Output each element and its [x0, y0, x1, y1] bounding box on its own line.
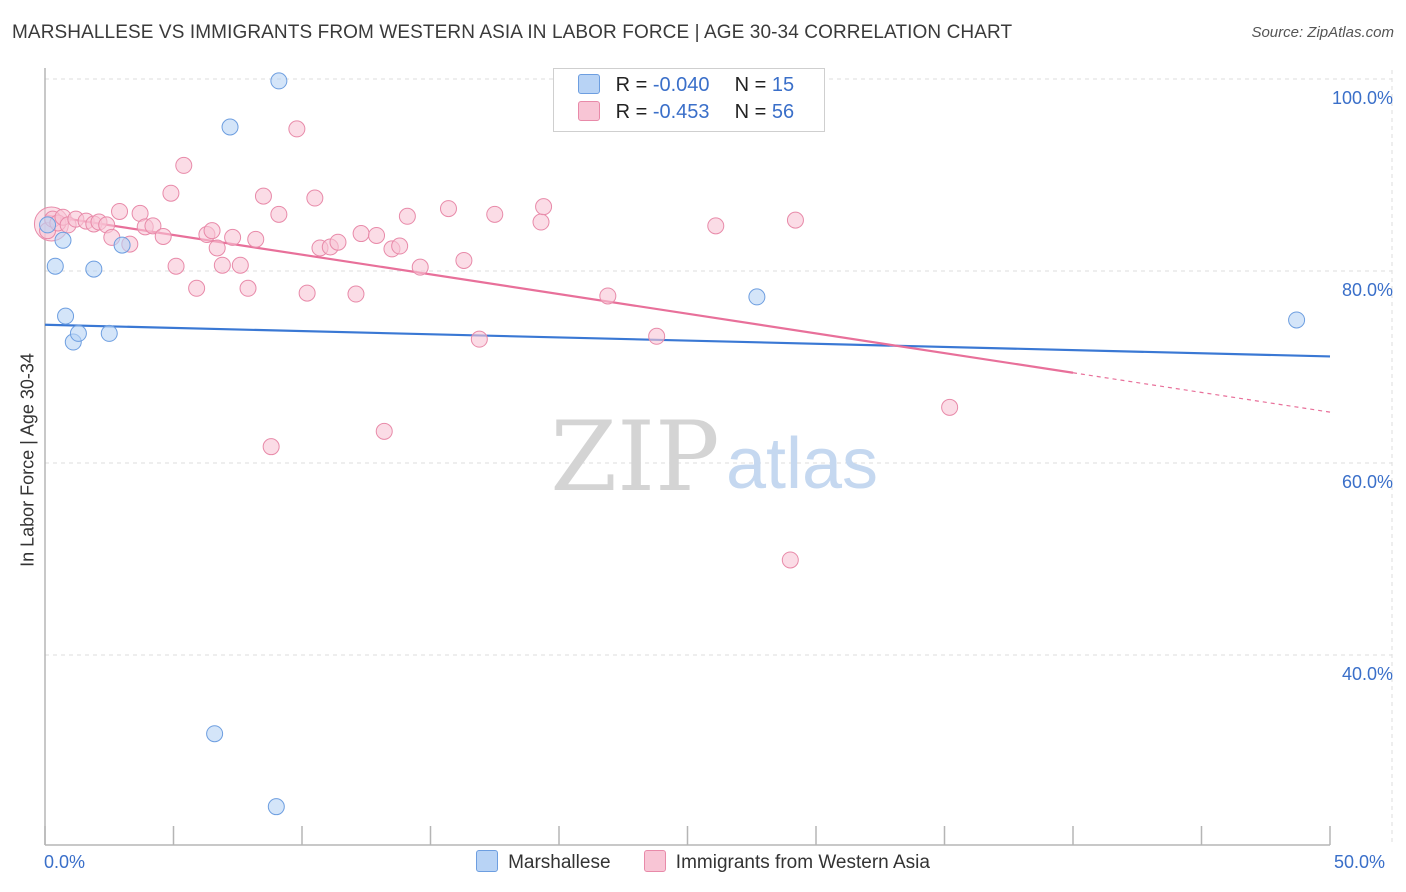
- legend-item-marshallese[interactable]: Marshallese: [476, 850, 611, 874]
- watermark-atlas: atlas: [726, 424, 878, 504]
- point-marshallese: [54, 231, 72, 249]
- legend-label-marshallese: Marshallese: [508, 852, 611, 873]
- point-western-asia: [188, 279, 206, 297]
- n-label: N =: [734, 101, 767, 123]
- point-western-asia: [239, 279, 257, 297]
- point-western-asia: [144, 217, 162, 235]
- point-western-asia: [375, 422, 393, 440]
- point-western-asia: [535, 198, 553, 216]
- marshallese-swatch: [476, 850, 499, 872]
- point-marshallese: [270, 72, 288, 90]
- r-value-western-asia: -0.453: [652, 101, 710, 123]
- point-western-asia: [352, 225, 370, 243]
- point-marshallese: [1288, 311, 1306, 329]
- point-marshallese: [57, 307, 75, 325]
- n-value-western-asia: 56: [771, 101, 795, 123]
- chart-title: MARSHALLESE VS IMMIGRANTS FROM WESTERN A…: [12, 22, 1013, 43]
- point-western-asia: [213, 256, 231, 274]
- y-tick-label: 80.0%: [1342, 280, 1393, 300]
- watermark-zip: ZIP: [550, 401, 719, 513]
- n-value-marshallese: 15: [771, 74, 795, 96]
- point-western-asia: [707, 217, 725, 235]
- point-western-asia: [455, 251, 473, 269]
- data-points: [33, 72, 1306, 816]
- x-tick-label-max: 50.0%: [1334, 852, 1386, 872]
- trend-line-marshallese: [44, 323, 1331, 358]
- series-legend: Marshallese Immigrants from Western Asia: [0, 850, 1406, 874]
- point-western-asia: [154, 227, 172, 245]
- point-marshallese: [267, 798, 285, 816]
- y-tick-label: 60.0%: [1342, 472, 1393, 492]
- point-marshallese: [39, 216, 57, 234]
- axes: [44, 68, 1331, 846]
- y-axis-label: In Labor Force | Age 30-34: [17, 353, 38, 567]
- point-marshallese: [113, 236, 131, 254]
- point-western-asia: [224, 228, 242, 246]
- x-tick-label-min: 0.0%: [44, 852, 86, 872]
- point-western-asia: [470, 330, 488, 348]
- r-label: R =: [615, 74, 648, 96]
- point-western-asia: [203, 222, 221, 240]
- source-label: Source: ZipAtlas.com: [1251, 24, 1394, 41]
- point-western-asia: [306, 189, 324, 207]
- trend-line-western-asia-extension: [1072, 372, 1331, 413]
- y-tick-labels: 100.0% 80.0% 60.0% 40.0%: [1332, 88, 1393, 684]
- point-marshallese: [85, 260, 103, 278]
- point-marshallese: [221, 118, 239, 136]
- point-marshallese: [69, 324, 87, 342]
- marshallese-swatch: [578, 74, 600, 94]
- point-western-asia: [648, 327, 666, 345]
- point-western-asia: [262, 438, 280, 456]
- point-western-asia: [411, 258, 429, 276]
- point-western-asia: [599, 287, 617, 305]
- point-western-asia: [532, 213, 550, 231]
- point-western-asia: [486, 205, 504, 223]
- legend-label-western-asia: Immigrants from Western Asia: [675, 852, 930, 873]
- point-western-asia: [162, 184, 180, 202]
- point-western-asia: [231, 256, 249, 274]
- y-tick-label: 100.0%: [1332, 88, 1393, 108]
- n-label: N =: [734, 74, 767, 96]
- point-western-asia: [254, 187, 272, 205]
- stats-legend: R = -0.040 N = 15 R = -0.453 N = 56: [553, 68, 825, 132]
- point-western-asia: [786, 211, 804, 229]
- point-western-asia: [391, 237, 409, 255]
- point-western-asia: [247, 230, 265, 248]
- point-marshallese: [46, 257, 64, 275]
- legend-row-western-asia: R = -0.453 N = 56: [578, 101, 794, 125]
- western-asia-swatch: [643, 850, 666, 872]
- y-tick-label: 40.0%: [1342, 664, 1393, 684]
- r-label: R =: [615, 101, 648, 123]
- point-marshallese: [100, 324, 118, 342]
- point-western-asia: [347, 285, 365, 303]
- point-western-asia: [175, 156, 193, 174]
- point-western-asia: [439, 200, 457, 218]
- point-western-asia: [111, 202, 129, 220]
- point-western-asia: [270, 205, 288, 223]
- point-western-asia: [398, 207, 416, 225]
- point-western-asia: [288, 120, 306, 138]
- point-western-asia: [167, 257, 185, 275]
- legend-item-western-asia[interactable]: Immigrants from Western Asia: [643, 850, 930, 874]
- legend-row-marshallese: R = -0.040 N = 15: [578, 74, 794, 98]
- point-western-asia: [208, 239, 226, 257]
- point-marshallese: [206, 725, 224, 743]
- point-western-asia: [781, 551, 799, 569]
- point-western-asia: [298, 284, 316, 302]
- point-marshallese: [748, 288, 766, 306]
- r-value-marshallese: -0.040: [652, 74, 710, 96]
- trend-lines: [44, 214, 1331, 413]
- western-asia-swatch: [578, 101, 600, 121]
- point-western-asia: [941, 398, 959, 416]
- point-western-asia: [329, 233, 347, 251]
- point-western-asia: [368, 226, 386, 244]
- watermark: ZIP atlas: [550, 401, 878, 513]
